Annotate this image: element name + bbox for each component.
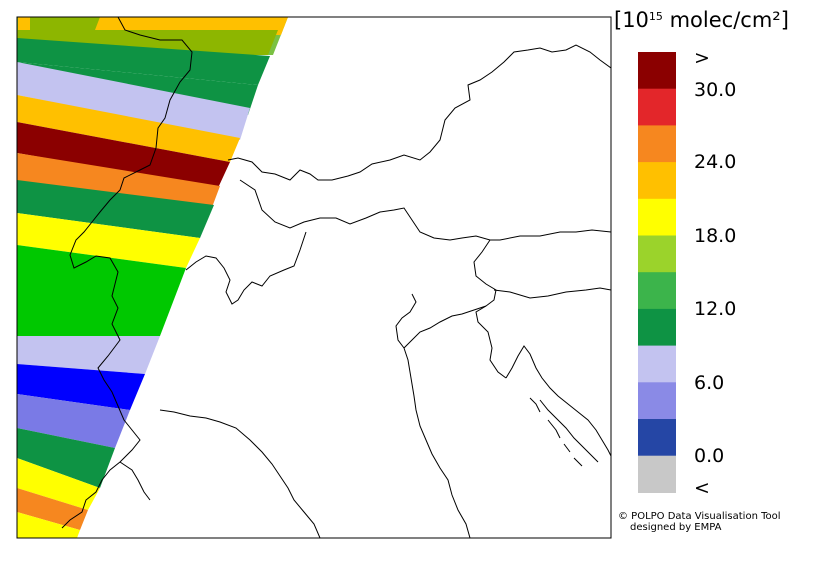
swath-band bbox=[17, 394, 130, 448]
colorbar-swatch bbox=[638, 308, 676, 347]
swath-band bbox=[17, 512, 80, 538]
colorbar-label: < bbox=[694, 477, 710, 499]
colorbar bbox=[638, 52, 676, 493]
swath-band bbox=[17, 336, 160, 374]
coastline bbox=[403, 347, 471, 538]
swath-band bbox=[17, 38, 270, 85]
swath-band bbox=[30, 17, 100, 30]
colorbar-label: 24.0 bbox=[694, 151, 737, 173]
colorbar-unit-label: [1015 molec/cm²] bbox=[614, 8, 789, 32]
credit-line: designed by EMPA bbox=[630, 522, 722, 533]
map-frame bbox=[16, 16, 612, 539]
coastline bbox=[159, 409, 321, 538]
colorbar-label: 18.0 bbox=[694, 225, 737, 247]
colorbar-swatch bbox=[638, 198, 676, 237]
colorbar-swatch bbox=[638, 162, 676, 200]
coastline bbox=[529, 397, 583, 467]
colorbar-swatch bbox=[638, 235, 676, 273]
swath-band bbox=[17, 364, 145, 410]
credit-line: © POLPO Data Visualisation Tool bbox=[618, 511, 781, 522]
colorbar-label: > bbox=[694, 47, 710, 69]
border-line bbox=[61, 17, 193, 529]
credit-text: © POLPO Data Visualisation Tool designed … bbox=[618, 511, 781, 533]
coastline bbox=[403, 305, 487, 349]
satellite-swath bbox=[17, 17, 288, 538]
coastline bbox=[505, 345, 611, 457]
swath-band bbox=[17, 95, 240, 162]
border-line bbox=[473, 239, 507, 379]
country-borders bbox=[61, 17, 611, 538]
swath-band bbox=[17, 213, 200, 268]
coastline bbox=[119, 461, 151, 501]
swath-band bbox=[17, 458, 100, 510]
border-line bbox=[227, 44, 611, 181]
colorbar-swatch bbox=[638, 52, 676, 90]
colorbar-swatch bbox=[638, 345, 676, 383]
colorbar-label: 6.0 bbox=[694, 372, 725, 394]
swath-band bbox=[17, 122, 230, 188]
colorbar-swatch bbox=[638, 125, 676, 163]
colorbar-swatch bbox=[638, 455, 676, 493]
border-line bbox=[239, 179, 611, 241]
border-line bbox=[493, 287, 611, 299]
colorbar-label: 0.0 bbox=[694, 445, 725, 467]
colorbar-swatch bbox=[638, 382, 676, 420]
border-line bbox=[185, 231, 307, 305]
swath-band bbox=[17, 62, 250, 140]
colorbar-swatch bbox=[638, 272, 676, 310]
swath-band bbox=[17, 428, 115, 488]
colorbar-swatch bbox=[638, 88, 676, 126]
swath-band bbox=[17, 180, 214, 238]
coastline bbox=[395, 293, 417, 349]
coastline bbox=[539, 399, 599, 463]
colorbar-label: 30.0 bbox=[694, 79, 737, 101]
colorbar-swatch bbox=[638, 419, 676, 457]
colorbar-label: 12.0 bbox=[694, 298, 737, 320]
swath-band bbox=[17, 245, 186, 336]
